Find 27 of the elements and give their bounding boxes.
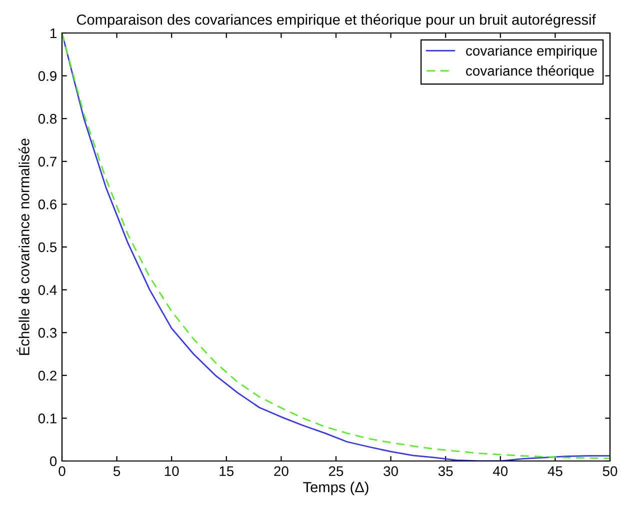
y-tick-label: 1 [50, 28, 56, 38]
y-tick-label: 0.9 [38, 71, 56, 81]
x-tick-label: 5 [113, 466, 120, 476]
x-tick-label: 25 [328, 466, 344, 476]
x-tick-label: 30 [384, 466, 398, 476]
x-tick-label: 20 [274, 466, 288, 476]
y-tick-label: 0.1 [38, 414, 56, 424]
y-tick-label: 0.4 [38, 285, 57, 295]
y-tick-label: 0 [50, 456, 57, 466]
x-axis-title: Temps (Δ) [303, 482, 368, 496]
y-tick-label: 0.8 [38, 114, 57, 124]
x-tick-label: 0 [58, 466, 66, 476]
y-tick-label: 0.6 [38, 200, 57, 210]
legend-label: covariance théorique [466, 65, 594, 78]
y-tick-label: 0.5 [38, 242, 57, 252]
x-tick-label: 35 [438, 466, 453, 476]
x-tick-label: 45 [548, 466, 562, 476]
x-tick-label: 10 [164, 466, 179, 476]
x-tick-label: 50 [602, 466, 618, 476]
y-tick-label: 0.3 [38, 328, 57, 338]
chart-title: Comparaison des covariances empirique et théorique pour un bruit autorégressif [76, 14, 596, 28]
y-tick-label: 0.7 [38, 156, 56, 167]
y-axis-title: Échelle de covariance normalisée [16, 138, 30, 355]
legend-label: covariance empirique [466, 46, 597, 58]
y-tick-label: 0.2 [38, 370, 56, 381]
x-tick-label: 40 [492, 466, 508, 476]
x-tick-label: 15 [220, 466, 234, 476]
